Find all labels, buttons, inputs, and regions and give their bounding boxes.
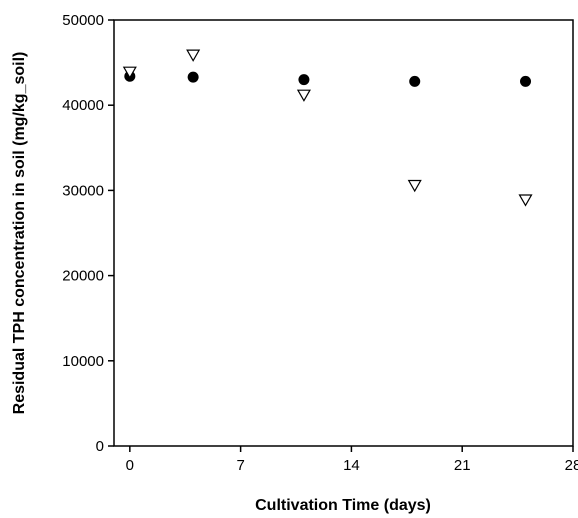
x-tick-label: 21 xyxy=(454,457,471,474)
x-tick-label: 0 xyxy=(126,457,134,474)
plot-frame xyxy=(113,19,574,447)
series-1-point xyxy=(520,75,532,87)
series-1-point xyxy=(298,74,310,86)
y-tick-label: 50000 xyxy=(62,12,104,29)
series-2-point xyxy=(122,66,137,79)
series-1-point xyxy=(409,75,421,87)
y-tick-label: 40000 xyxy=(62,97,104,114)
y-tick-label: 30000 xyxy=(62,182,104,199)
y-tick-label: 10000 xyxy=(62,353,104,370)
series-2-point xyxy=(518,194,533,207)
y-tick-label: 20000 xyxy=(62,268,104,285)
series-1-point xyxy=(187,71,199,83)
x-axis-title: Cultivation Time (days) xyxy=(255,497,431,514)
x-axis: 0 7 14 21 28 xyxy=(126,446,578,474)
series-2-point xyxy=(296,89,311,102)
x-tick-label: 28 xyxy=(565,457,578,474)
y-axis-title: Residual TPH concentration in soil (mg/k… xyxy=(11,52,28,415)
x-tick-label: 14 xyxy=(343,457,360,474)
y-tick-label: 0 xyxy=(96,438,104,455)
data-points xyxy=(122,49,533,207)
series-2-point xyxy=(186,49,201,62)
series-2-point xyxy=(407,179,422,193)
y-axis: 0 10000 20000 30000 40000 50000 xyxy=(62,12,114,455)
x-tick-label: 7 xyxy=(236,457,244,474)
